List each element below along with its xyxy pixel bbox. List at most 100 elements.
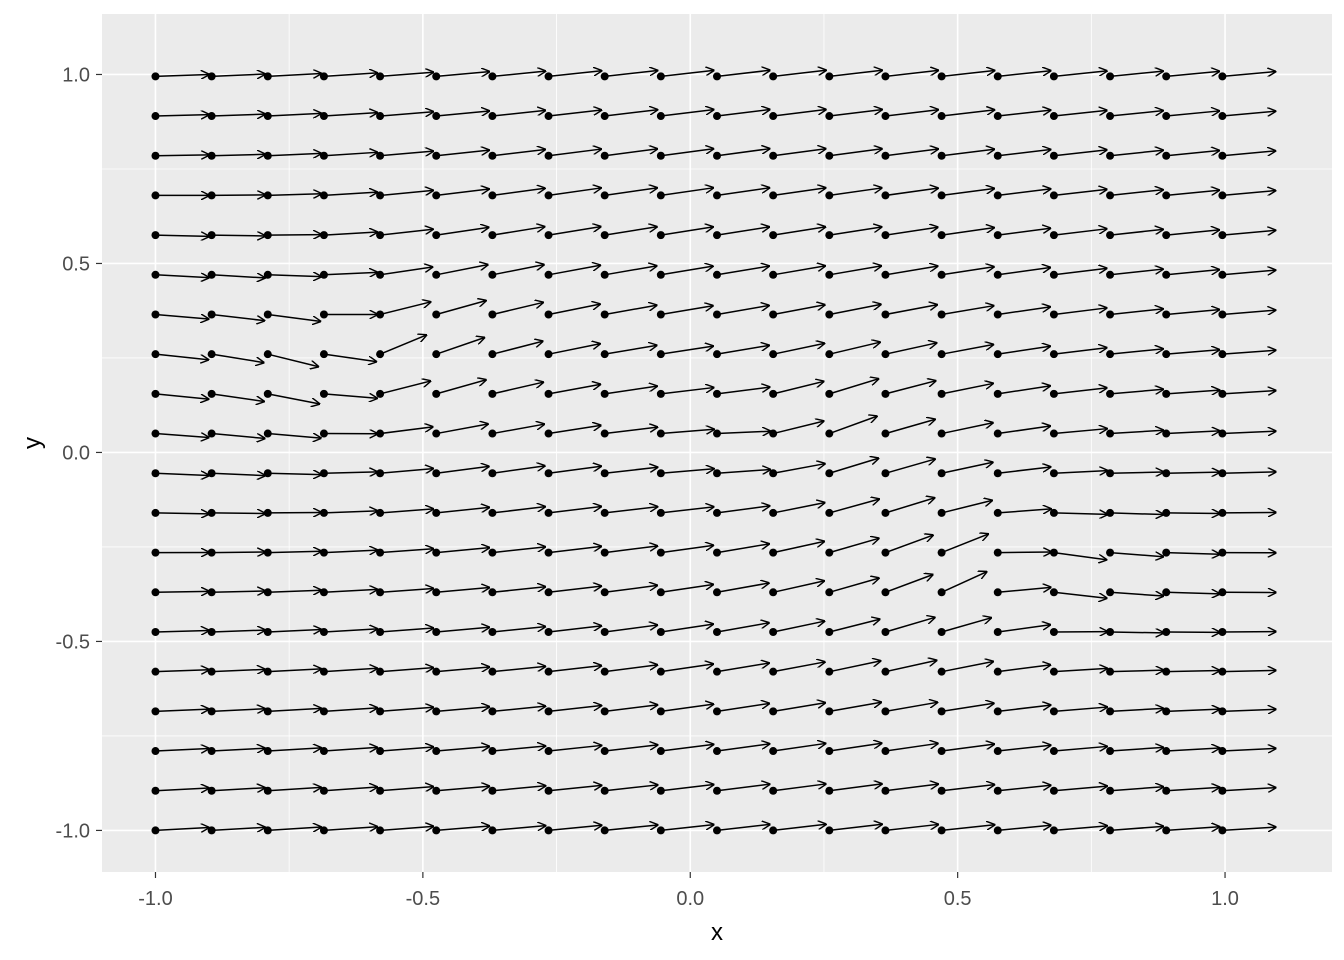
- vector-origin-point: [432, 191, 441, 200]
- vector-arrow: [716, 345, 769, 355]
- vector-arrow: [604, 745, 658, 752]
- vector-origin-point: [151, 508, 160, 517]
- vector-arrow: [941, 618, 992, 633]
- vector-origin-point: [319, 826, 328, 835]
- vector-origin-point: [263, 588, 272, 597]
- vector-origin-point: [319, 747, 328, 756]
- vector-arrow: [1222, 151, 1275, 157]
- vector-origin-point: [319, 350, 328, 359]
- vector-arrow: [1053, 551, 1107, 560]
- vector-arrow: [1110, 787, 1163, 791]
- vector-origin-point: [151, 548, 160, 557]
- vector-arrow: [155, 788, 208, 791]
- vector-arrow: [660, 469, 714, 474]
- vector-arrow: [1053, 513, 1107, 515]
- vector-arrow: [997, 426, 1050, 435]
- vector-arrow: [323, 113, 377, 116]
- vector-origin-point: [432, 310, 441, 319]
- vector-origin-point: [1049, 747, 1058, 756]
- vector-origin-point: [376, 151, 385, 160]
- vector-origin-point: [1106, 231, 1115, 240]
- vector-arrow: [829, 304, 881, 316]
- vector-origin-point: [1049, 469, 1058, 478]
- vector-arrow: [323, 668, 377, 671]
- vector-origin-point: [656, 429, 665, 438]
- vector-arrow: [829, 499, 879, 514]
- vector-origin-point: [1106, 350, 1115, 359]
- vector-arrow: [829, 784, 882, 792]
- vector-arrow: [885, 110, 938, 117]
- vector-origin-point: [825, 707, 834, 716]
- vector-origin-point: [993, 72, 1002, 81]
- vector-arrow: [829, 702, 881, 713]
- vector-origin-point: [488, 389, 497, 398]
- vector-arrow: [660, 664, 713, 673]
- vector-arrow: [604, 110, 658, 117]
- vector-origin-point: [1106, 389, 1115, 398]
- vector-arrow: [941, 228, 994, 236]
- vector-arrow: [492, 227, 544, 236]
- vector-origin-point: [881, 429, 890, 438]
- vector-origin-point: [769, 826, 778, 835]
- vector-origin-point: [319, 469, 328, 478]
- vector-origin-point: [207, 747, 216, 756]
- vector-origin-point: [1162, 588, 1171, 597]
- vector-origin-point: [151, 112, 160, 121]
- vector-arrow: [997, 785, 1051, 792]
- vector-origin-point: [263, 191, 272, 200]
- vector-origin-point: [825, 786, 834, 795]
- x-tick-label: 0.0: [676, 888, 704, 910]
- vector-arrow: [323, 353, 376, 361]
- vector-origin-point: [1218, 191, 1227, 200]
- vector-arrow: [716, 703, 769, 713]
- vector-origin-point: [825, 310, 834, 319]
- y-axis-title: y: [19, 437, 46, 449]
- vector-origin-point: [1162, 627, 1171, 636]
- vector-origin-point: [656, 191, 665, 200]
- vector-arrow: [380, 72, 433, 76]
- vector-arrow: [211, 473, 265, 475]
- vector-arrow: [1109, 349, 1163, 355]
- vector-origin-point: [1162, 786, 1171, 795]
- vector-origin-point: [881, 588, 890, 597]
- vector-origin-point: [1218, 429, 1227, 438]
- vector-arrow: [660, 149, 714, 157]
- vector-arrow: [885, 305, 937, 316]
- vector-arrow: [267, 748, 321, 751]
- vector-arrow: [716, 623, 769, 633]
- vector-arrow: [941, 825, 995, 832]
- vector-origin-point: [656, 72, 665, 81]
- vector-origin-point: [376, 469, 385, 478]
- vector-origin-point: [769, 112, 778, 121]
- vector-origin-point: [1106, 270, 1115, 279]
- vector-origin-point: [769, 469, 778, 478]
- vector-arrow: [941, 110, 995, 117]
- vector-arrow: [548, 785, 602, 792]
- vector-origin-point: [1218, 786, 1227, 795]
- vector-origin-point: [600, 627, 609, 636]
- vector-arrow: [997, 386, 1050, 395]
- vector-origin-point: [656, 270, 665, 279]
- vector-origin-point: [1162, 429, 1171, 438]
- vector-arrow: [716, 544, 769, 554]
- vector-arrow: [211, 432, 265, 439]
- vector-origin-point: [1218, 469, 1227, 478]
- vector-arrow: [436, 72, 489, 78]
- vector-arrow: [1166, 310, 1219, 316]
- vector-origin-point: [1049, 627, 1058, 636]
- vector-origin-point: [376, 786, 385, 795]
- vector-origin-point: [488, 548, 497, 557]
- vector-origin-point: [488, 707, 497, 716]
- vector-arrow: [436, 111, 489, 117]
- vector-arrow: [773, 503, 824, 514]
- vector-origin-point: [825, 627, 834, 636]
- vector-origin-point: [488, 231, 497, 240]
- vector-arrow: [829, 416, 877, 435]
- vector-arrow: [435, 338, 484, 355]
- vector-origin-point: [881, 826, 890, 835]
- vector-origin-point: [376, 191, 385, 200]
- vector-origin-point: [713, 469, 721, 478]
- vector-arrow: [1166, 71, 1219, 78]
- vector-arrow: [941, 534, 989, 554]
- vector-arrow: [660, 346, 713, 355]
